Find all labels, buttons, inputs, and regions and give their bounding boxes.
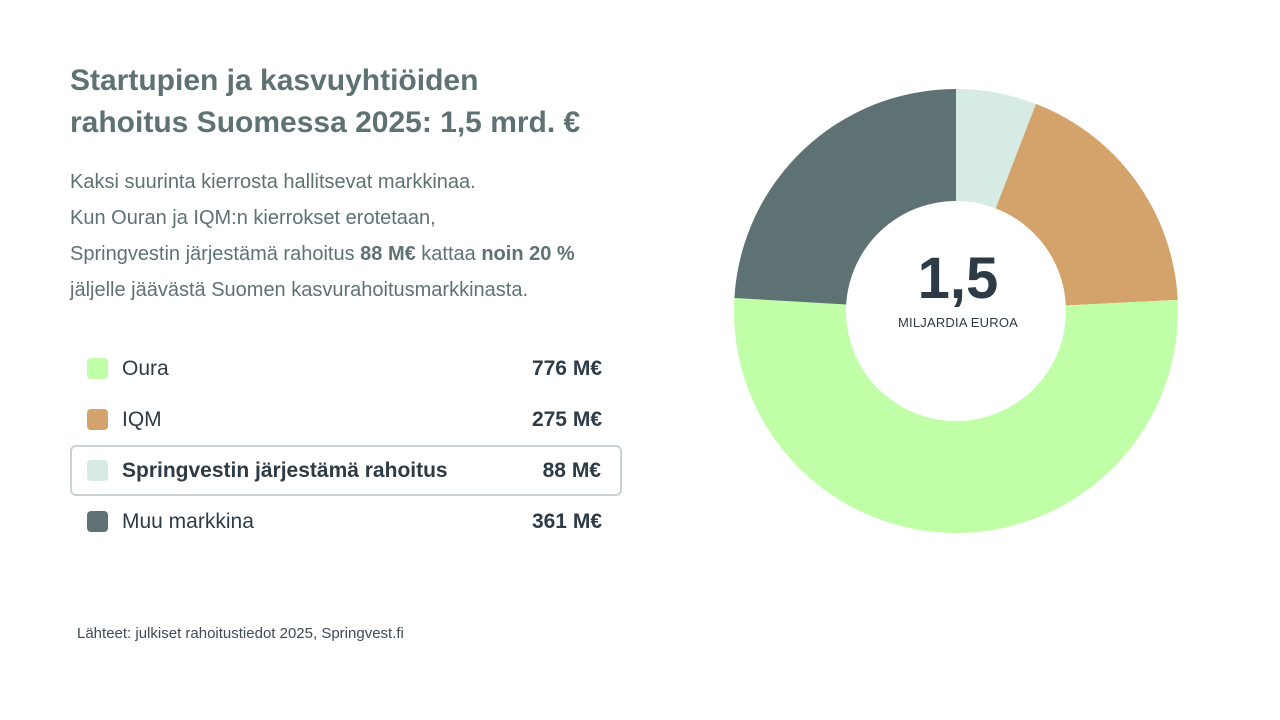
source-note: Lähteet: julkiset rahoitustiedot 2025, S… — [77, 625, 404, 642]
donut-slice-iqm — [995, 103, 1178, 306]
legend-label: Muu markkina — [122, 509, 254, 533]
legend-value: 361 M€ — [531, 509, 602, 533]
description-line-3-middle: kattaa — [415, 243, 482, 265]
legend-item-oura: Oura 776 M€ — [70, 343, 622, 394]
donut-chart — [734, 89, 1178, 533]
legend-item-iqm: IQM 275 M€ — [70, 394, 622, 445]
donut-slice-oura — [734, 297, 1178, 533]
donut-slice-muu-markkina — [734, 89, 956, 305]
chart-title: Startupien ja kasvuyhtiöiden rahoitus Su… — [70, 60, 670, 144]
donut-center-unit: MILJARDIA EUROA — [897, 315, 1019, 330]
description-line-2: Kun Ouran ja IQM:n kierrokset erotetaan, — [70, 207, 436, 229]
legend-value: 275 M€ — [531, 407, 602, 431]
legend: Oura 776 M€ IQM 275 M€ Springvestin järj… — [70, 343, 622, 547]
donut-center-value: 1,5 — [917, 246, 999, 311]
legend-item-springvest: Springvestin järjestämä rahoitus 88 M€ — [70, 445, 622, 496]
legend-swatch-iqm — [87, 409, 108, 430]
legend-swatch-muu-markkina — [87, 511, 108, 532]
description-line-1: Kaksi suurinta kierrosta hallitsevat mar… — [70, 171, 476, 193]
description-line-3: Springvestin järjestämä rahoitus 88 M€ k… — [70, 236, 690, 272]
legend-value: 776 M€ — [531, 356, 602, 380]
description: Kaksi suurinta kierrosta hallitsevat mar… — [70, 164, 690, 308]
legend-label: Springvestin järjestämä rahoitus — [122, 458, 448, 482]
donut-slice-springvestin-järjestämä-rahoitus — [956, 89, 1036, 209]
description-share: noin 20 % — [481, 243, 575, 265]
legend-label: IQM — [122, 407, 162, 431]
legend-item-muu-markkina: Muu markkina 361 M€ — [70, 496, 622, 547]
title-line-2: rahoitus Suomessa 2025: 1,5 mrd. € — [70, 106, 581, 139]
description-amount: 88 M€ — [360, 243, 416, 265]
description-line-3-start: Springvestin järjestämä rahoitus — [70, 243, 361, 265]
description-line-4: jäljelle jäävästä Suomen kasvurahoitusma… — [70, 279, 529, 301]
legend-swatch-oura — [87, 358, 108, 379]
legend-value: 88 M€ — [542, 458, 601, 482]
legend-swatch-springvest — [87, 460, 108, 481]
legend-label: Oura — [122, 356, 169, 380]
title-line-1: Startupien ja kasvuyhtiöiden — [70, 64, 479, 97]
